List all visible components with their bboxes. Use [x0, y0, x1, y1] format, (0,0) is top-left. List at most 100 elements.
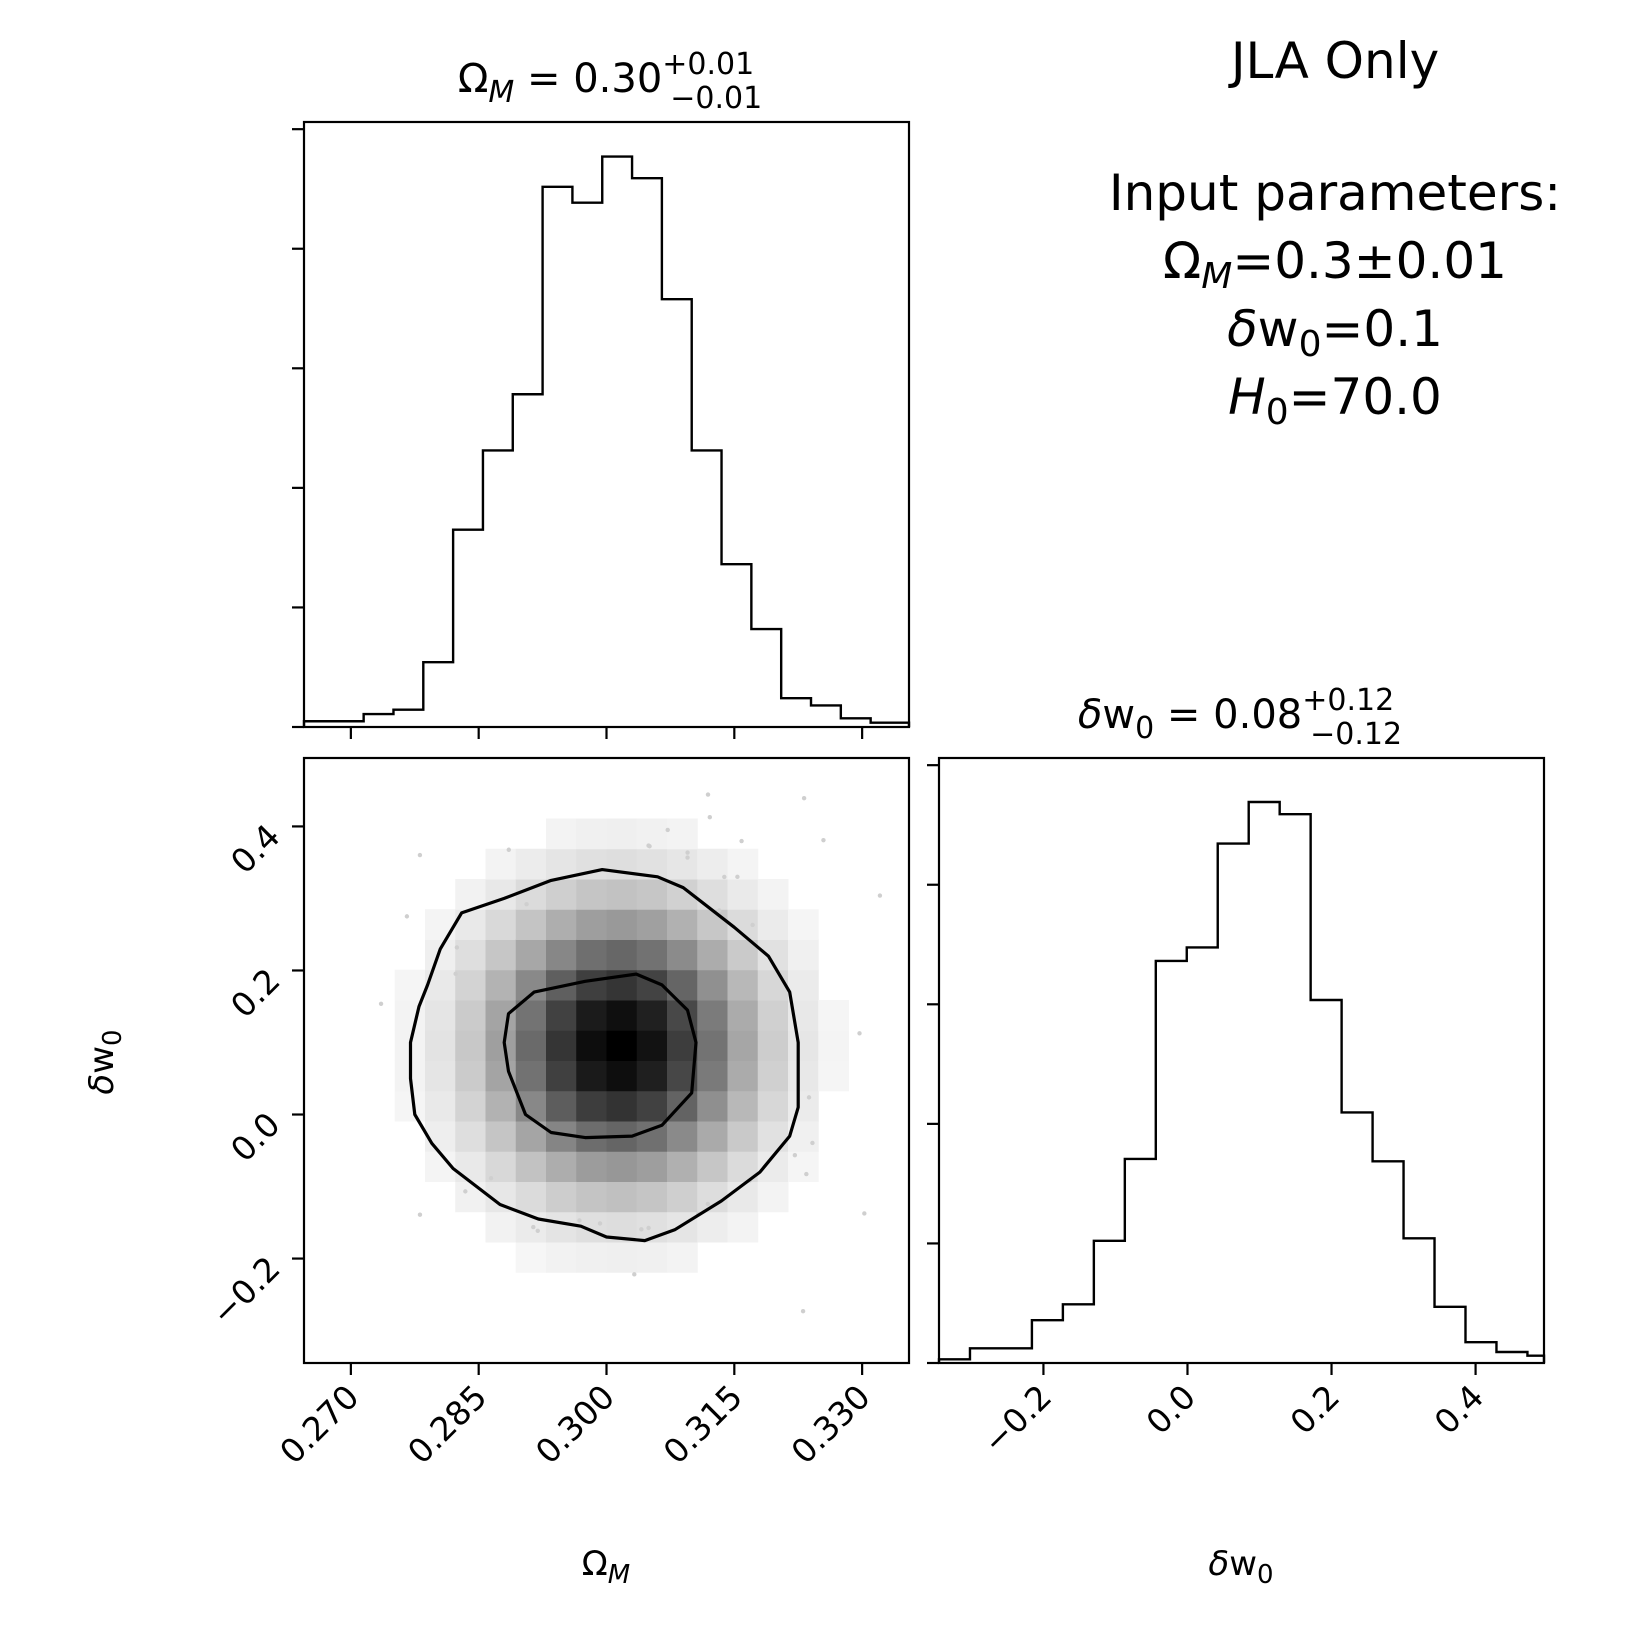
density-cell [485, 1121, 517, 1152]
outlier-point [810, 1140, 815, 1146]
density-cell [576, 939, 607, 971]
density-cell [515, 1060, 547, 1092]
density-cell [515, 1151, 547, 1182]
density-cell [757, 1060, 789, 1092]
density-cell [667, 939, 698, 971]
density-cell [485, 848, 517, 880]
contour-outer [408, 868, 800, 1243]
density-cell [455, 1060, 486, 1092]
outlier-point [404, 914, 410, 919]
density-cell [727, 969, 759, 1001]
density-cell [394, 1090, 426, 1122]
density-cell [727, 879, 759, 910]
density-cell [727, 1030, 759, 1061]
density-cell [455, 1181, 486, 1213]
density-cell [546, 1060, 577, 1092]
dw-ytick-label: 0.4 [223, 817, 288, 882]
density-cell [757, 1181, 789, 1213]
dw-ytick-label: −0.2 [203, 1249, 287, 1333]
outlier-point [488, 1176, 494, 1181]
density-cell [757, 1090, 789, 1122]
density-cell [455, 939, 486, 971]
density-cell [425, 1000, 456, 1031]
density-cell [425, 1090, 456, 1122]
density-cell [425, 1060, 456, 1092]
density-cell [485, 1211, 517, 1243]
outlier-point [378, 1001, 384, 1006]
dw-xtick-label: 0.4 [1427, 1377, 1492, 1442]
density-cell [636, 939, 668, 971]
density-cell [576, 879, 607, 910]
info-params-heading: Input parameters: [1109, 164, 1561, 222]
density-cell [636, 1181, 668, 1213]
outlier-point [806, 1095, 812, 1100]
outlier-point [705, 792, 711, 797]
density-cell [606, 1090, 638, 1122]
density-cell [727, 1211, 759, 1243]
outlier-point [646, 843, 651, 848]
density-cell [576, 1242, 607, 1273]
density-cell [576, 1151, 607, 1182]
density-cell [757, 1030, 789, 1061]
density-cell [515, 848, 547, 880]
density-cell [697, 1090, 728, 1122]
density-cell [576, 1181, 607, 1213]
omega-histogram-title: ΩM = 0.30+0.01 −0.01 [458, 47, 762, 116]
density-cell [727, 1090, 759, 1122]
density-cell [788, 1151, 819, 1182]
density-cell [667, 1151, 698, 1182]
outlier-point [717, 908, 722, 913]
outlier-point [800, 1308, 806, 1314]
outlier-point [646, 1225, 651, 1231]
density-cell [515, 909, 547, 940]
density-cell [667, 1181, 698, 1213]
density-cell [636, 818, 668, 850]
outlier-point [685, 850, 690, 855]
density-cell [455, 1151, 486, 1182]
joint-density-panel: ΩM δw0 [82, 756, 911, 1590]
density-cell [485, 909, 517, 940]
outlier-point [665, 827, 670, 833]
outlier-point [821, 837, 826, 843]
outlier-point [877, 893, 883, 898]
density-cell [788, 1090, 819, 1122]
outlier-point [577, 1218, 582, 1223]
omega-hist-step-line [302, 155, 911, 727]
density-cell [606, 879, 638, 910]
outlier-point [632, 1272, 637, 1277]
density-cell [606, 818, 638, 850]
density-cell [606, 1181, 638, 1213]
density-cell [757, 1000, 789, 1031]
density-cell [667, 818, 698, 850]
density-cell [425, 1121, 456, 1152]
density-cell [515, 1181, 547, 1213]
density-cell [697, 1030, 728, 1061]
density-cell [818, 1030, 849, 1061]
density-cell [576, 818, 607, 850]
density-cell [818, 1000, 849, 1031]
density-cell [757, 1121, 789, 1152]
info-h0-line: H0=70.0 [1228, 368, 1442, 433]
omega-xtick-label: 0.270 [272, 1377, 366, 1471]
dw-xtick-label: 0.2 [1282, 1377, 1347, 1442]
density-cell [546, 939, 577, 971]
density-cell [546, 848, 577, 880]
density-cell [697, 969, 728, 1001]
density-cell [606, 1060, 638, 1092]
outlier-point [722, 874, 727, 880]
outlier-point [453, 971, 458, 976]
density-cell [606, 1030, 638, 1061]
density-cell [546, 879, 577, 910]
density-cell [697, 1060, 728, 1092]
density-cell [727, 1121, 759, 1152]
info-dw-line: δw0=0.1 [1227, 300, 1443, 365]
density-cell [727, 848, 759, 880]
outlier-point [750, 922, 755, 928]
density-cell [485, 939, 517, 971]
omega-x-axis-label: ΩM [582, 1544, 630, 1590]
density-cell [606, 939, 638, 971]
outlier-point [685, 855, 690, 860]
density-cell [546, 1090, 577, 1122]
density-cell [697, 909, 728, 940]
density-cell [788, 909, 819, 940]
